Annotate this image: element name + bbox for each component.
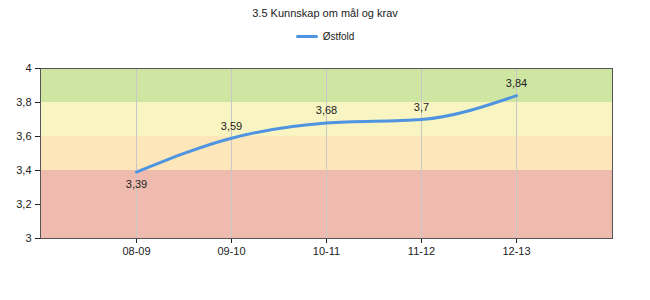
svg-text:12-13: 12-13 bbox=[502, 245, 530, 257]
svg-text:3,84: 3,84 bbox=[506, 77, 527, 89]
svg-text:3,59: 3,59 bbox=[221, 120, 242, 132]
svg-text:09-10: 09-10 bbox=[217, 245, 245, 257]
svg-text:3: 3 bbox=[25, 232, 31, 244]
svg-text:3,4: 3,4 bbox=[16, 164, 31, 176]
svg-text:3,8: 3,8 bbox=[16, 96, 31, 108]
html-text:Østfold: Østfold bbox=[322, 30, 355, 42]
svg-text:08-09: 08-09 bbox=[122, 245, 150, 257]
svg-text:3,7: 3,7 bbox=[414, 101, 429, 113]
svg-text:3,6: 3,6 bbox=[16, 130, 31, 142]
html-text:3.5 Kunnskap om mål og krav: 3.5 Kunnskap om mål og krav bbox=[252, 7, 398, 19]
svg-text:10-11: 10-11 bbox=[313, 245, 340, 257]
svg-text:11-12: 11-12 bbox=[408, 245, 435, 257]
svg-text:3,39: 3,39 bbox=[126, 178, 147, 190]
svg-text:3,2: 3,2 bbox=[16, 198, 31, 210]
svg-text:3,68: 3,68 bbox=[316, 104, 337, 116]
svg-text:4: 4 bbox=[25, 62, 31, 74]
